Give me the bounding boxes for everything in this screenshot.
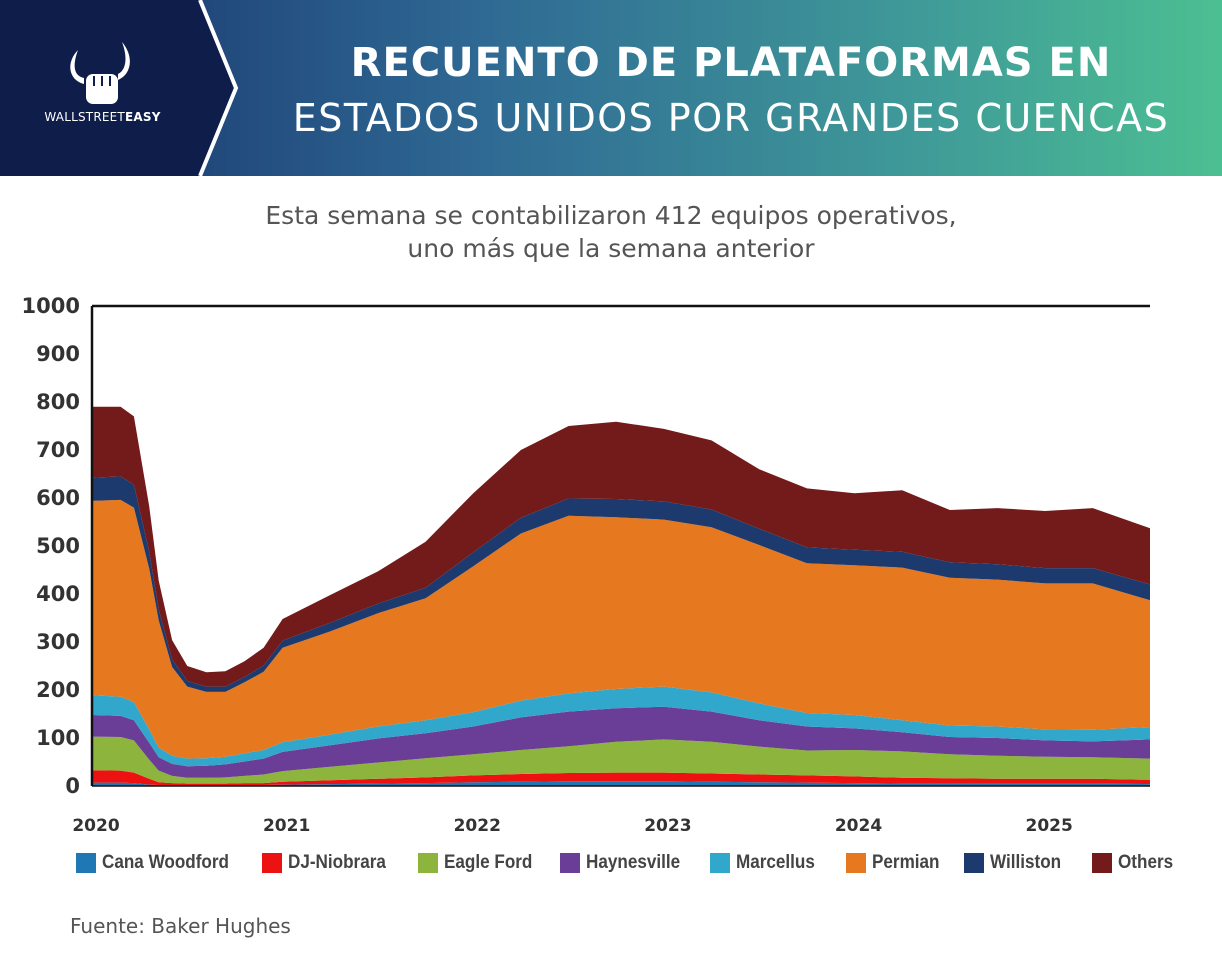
legend-item: Williston bbox=[964, 850, 1069, 876]
area-marcellus bbox=[92, 686, 1150, 767]
legend-label: Eagle Ford bbox=[444, 852, 533, 873]
subtitle-line1: Esta semana se contabilizaron 412 equipo… bbox=[265, 201, 957, 230]
area-layers bbox=[92, 406, 1150, 786]
legend-swatch bbox=[76, 853, 96, 873]
legend-swatch bbox=[1092, 853, 1112, 873]
legend-label: Marcellus bbox=[736, 852, 815, 873]
chart-axes bbox=[90, 304, 1150, 787]
area-others bbox=[92, 406, 1150, 687]
legend-swatch bbox=[964, 853, 984, 873]
y-tick-label: 1000 bbox=[22, 294, 80, 318]
chart-subtitle: Esta semana se contabilizaron 412 equipo… bbox=[0, 199, 1222, 265]
legend-label: Others bbox=[1118, 852, 1174, 873]
page-title-line2: ESTADOS UNIDOS POR GRANDES CUENCAS bbox=[292, 96, 1170, 140]
legend-swatch bbox=[262, 853, 282, 873]
legend-label: Williston bbox=[990, 852, 1062, 873]
area-haynesville bbox=[92, 706, 1150, 778]
legend-label: DJ-Niobrara bbox=[288, 852, 386, 873]
x-axis-ticks: 2020 2021 2022 2023 2024 2025 bbox=[72, 816, 1072, 836]
legend-swatch bbox=[560, 853, 580, 873]
legend-swatch bbox=[846, 853, 866, 873]
chart-legend: Cana Woodford DJ-Niobrara Eagle Ford Haynes… bbox=[76, 850, 1196, 876]
source-note: Fuente: Baker Hughes bbox=[70, 914, 291, 938]
page-title-line1: RECUENTO DE PLATAFORMAS EN bbox=[350, 40, 1112, 86]
area-eagle-ford bbox=[92, 736, 1150, 784]
legend-item: DJ-Niobrara bbox=[262, 850, 397, 876]
legend-item: Eagle Ford bbox=[418, 850, 542, 876]
x-tick-label: 2024 bbox=[835, 816, 882, 836]
y-axis-ticks: 0 100 200 300 400 500 600 700 800 900 1000 bbox=[22, 294, 80, 798]
y-tick-label: 100 bbox=[36, 726, 80, 750]
legend-item: Marcellus bbox=[710, 850, 824, 876]
area-cana-woodford bbox=[92, 781, 1150, 786]
x-tick-label: 2020 bbox=[72, 816, 119, 836]
header-banner: WALLSTREETEASY RECUENTO DE PLATAFORMAS E… bbox=[0, 0, 1222, 176]
x-tick-label: 2021 bbox=[263, 816, 310, 836]
area-permian bbox=[92, 499, 1150, 759]
x-tick-label: 2023 bbox=[644, 816, 691, 836]
y-tick-label: 900 bbox=[36, 342, 80, 366]
y-tick-label: 600 bbox=[36, 486, 80, 510]
y-tick-label: 500 bbox=[36, 534, 80, 558]
logo-panel: WALLSTREETEASY bbox=[0, 0, 240, 176]
y-tick-label: 300 bbox=[36, 630, 80, 654]
legend-label: Haynesville bbox=[586, 852, 681, 873]
legend-item: Others bbox=[1092, 850, 1179, 876]
subtitle-line2: uno más que la semana anterior bbox=[407, 234, 815, 263]
y-tick-label: 400 bbox=[36, 582, 80, 606]
y-tick-label: 200 bbox=[36, 678, 80, 702]
legend-swatch bbox=[418, 853, 438, 873]
y-tick-label: 0 bbox=[65, 774, 80, 798]
legend-label: Cana Woodford bbox=[102, 852, 229, 873]
x-tick-label: 2025 bbox=[1025, 816, 1072, 836]
legend-item: Permian bbox=[846, 850, 947, 876]
legend-item: Cana Woodford bbox=[76, 850, 243, 876]
legend-label: Permian bbox=[872, 852, 940, 873]
area-dj-niobrara bbox=[92, 770, 1150, 785]
legend-item: Haynesville bbox=[560, 850, 691, 876]
y-tick-label: 700 bbox=[36, 438, 80, 462]
legend-swatch bbox=[710, 853, 730, 873]
brand-name: WALLSTREETEASY bbox=[44, 110, 161, 124]
x-tick-label: 2022 bbox=[454, 816, 501, 836]
y-tick-label: 800 bbox=[36, 390, 80, 414]
